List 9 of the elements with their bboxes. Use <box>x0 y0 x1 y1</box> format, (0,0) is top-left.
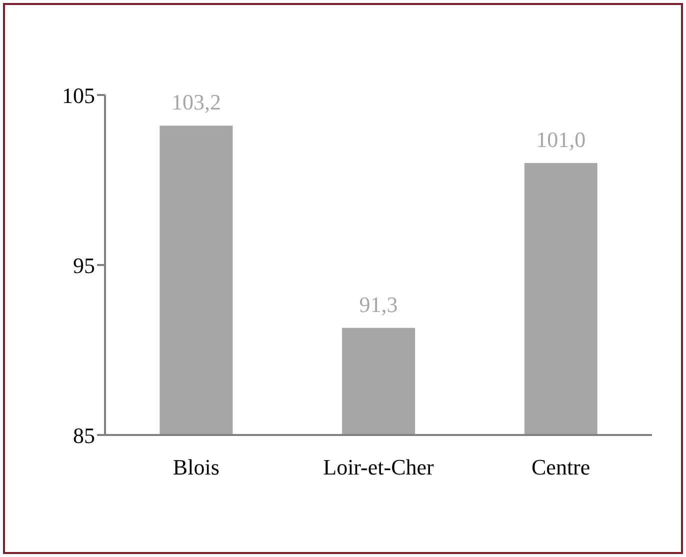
y-tick-label: 95 <box>73 252 95 278</box>
y-tick-label: 105 <box>62 82 95 108</box>
y-tick-label: 85 <box>73 422 95 448</box>
x-tick-label: Blois <box>172 454 220 480</box>
x-tick-label: Centre <box>532 454 590 480</box>
data-label: 101,0 <box>536 127 586 152</box>
data-label: 91,3 <box>359 292 398 317</box>
x-tick-label: Loir-et-Cher <box>323 454 435 480</box>
data-label: 103,2 <box>171 90 221 115</box>
